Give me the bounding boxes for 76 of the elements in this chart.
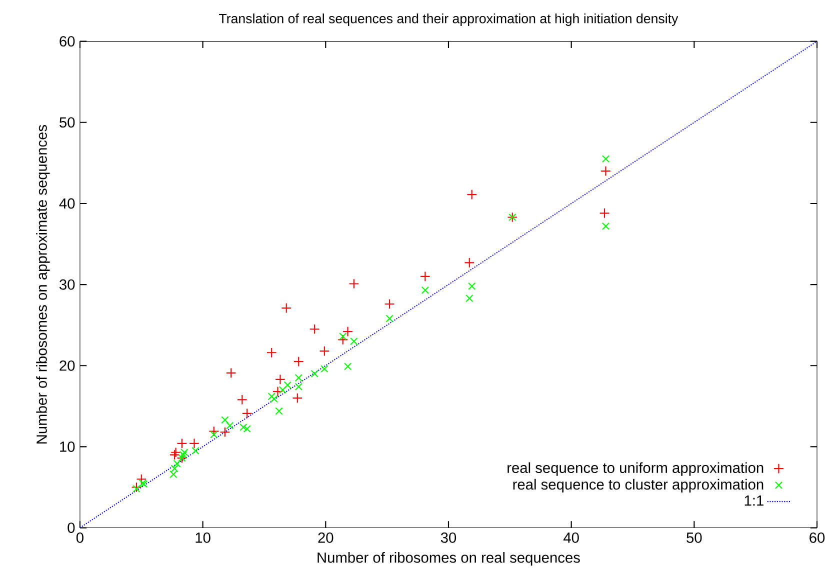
y-tick-label: 60 [60,36,75,46]
point [350,337,358,346]
point [284,381,292,389]
y-tick-label: 10 [60,441,75,452]
point [189,438,200,449]
point [344,362,352,370]
x-tick-label: 30 [440,532,456,543]
y-tick-label: 50 [60,117,75,128]
point [468,282,476,290]
point [226,368,236,378]
point [275,407,283,415]
x-tick-label: 60 [810,532,825,543]
point [270,394,278,403]
y-tick-label: 40 [59,198,75,209]
x-tick-label: 50 [686,532,702,543]
point [266,347,277,358]
point [132,484,140,493]
point [278,386,286,394]
point [599,208,610,218]
point [600,166,611,176]
point [319,346,330,356]
x-tick-label: 40 [564,532,579,543]
x-axis-title: Number of ribosomes on real sequences [318,552,580,566]
y-tick-label: 20 [60,360,75,371]
point [170,464,178,472]
point [294,374,302,382]
point [208,426,220,436]
point [309,324,320,334]
point [339,332,347,340]
point [602,222,610,230]
point [466,294,474,302]
point [281,302,292,314]
y-axis-title: Number of ribosomes on approximate sequences [36,124,50,444]
point [310,370,318,378]
point [226,422,234,430]
point [169,470,178,478]
legend-label: real sequence to uniform approximation [508,462,764,476]
point [236,394,248,405]
point [243,424,251,433]
point [136,474,147,484]
point [293,356,304,367]
point [173,460,181,468]
point [221,416,229,424]
legend-label: 1:1 [744,495,764,506]
point [242,408,252,419]
y-tick-label: 30 [60,279,75,290]
point [179,450,187,459]
x-tick-label: 0 [76,532,84,543]
point [274,374,286,385]
x-tick-label: 20 [318,532,334,543]
point [320,364,328,373]
chart-title: Translation of real sequences and their approximation at high initiation density [218,13,678,26]
point [420,271,430,282]
y-tick-label: 0 [68,522,75,533]
point [602,155,610,163]
point [421,286,429,294]
legend-label: real sequence to cluster approximation [513,478,764,492]
point [294,382,302,390]
point [384,298,395,310]
point [220,426,230,438]
point [180,448,188,456]
point [464,257,475,268]
x-tick-label: 10 [196,532,210,543]
point [268,392,276,400]
point [176,438,188,449]
point [386,314,394,322]
point [272,386,283,397]
point [210,430,218,438]
point [292,392,303,404]
point [466,189,478,200]
point [338,334,348,345]
point [348,278,360,289]
point [131,482,142,492]
point [240,423,248,432]
point [192,446,200,455]
point [342,326,353,337]
